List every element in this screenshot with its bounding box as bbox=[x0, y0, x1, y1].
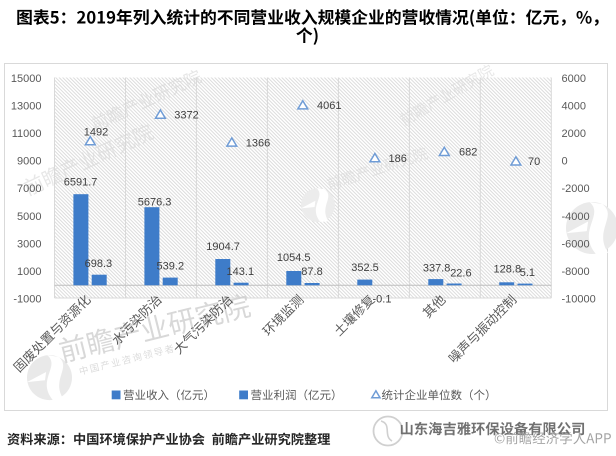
svg-text:682: 682 bbox=[459, 147, 477, 159]
svg-text:698.3: 698.3 bbox=[85, 258, 113, 270]
svg-text:-8000: -8000 bbox=[562, 266, 590, 278]
svg-text:9000: 9000 bbox=[17, 156, 41, 168]
svg-text:13000: 13000 bbox=[11, 101, 42, 113]
svg-text:6591.7: 6591.7 bbox=[64, 176, 98, 188]
svg-text:337.8: 337.8 bbox=[423, 263, 451, 275]
svg-text:5000: 5000 bbox=[17, 211, 41, 223]
svg-text:352.5: 352.5 bbox=[351, 262, 379, 274]
svg-text:11000: 11000 bbox=[12, 128, 42, 140]
svg-text:3000: 3000 bbox=[17, 238, 41, 250]
svg-text:6000: 6000 bbox=[562, 73, 586, 85]
svg-text:186: 186 bbox=[389, 153, 407, 165]
svg-text:7000: 7000 bbox=[17, 183, 41, 195]
svg-text:1366: 1366 bbox=[246, 137, 270, 149]
svg-text:2000: 2000 bbox=[562, 128, 586, 140]
svg-text:70: 70 bbox=[528, 156, 540, 168]
svg-text:5676.3: 5676.3 bbox=[138, 197, 172, 209]
svg-text:-6000: -6000 bbox=[562, 238, 590, 250]
svg-text:15000: 15000 bbox=[11, 73, 42, 85]
svg-text:87.8: 87.8 bbox=[301, 266, 322, 278]
svg-text:128.8: 128.8 bbox=[494, 263, 522, 275]
svg-text:-0.1: -0.1 bbox=[373, 294, 392, 306]
svg-text:0: 0 bbox=[562, 156, 568, 168]
svg-text:1492: 1492 bbox=[84, 126, 108, 138]
svg-text:-2000: -2000 bbox=[562, 183, 590, 195]
svg-text:4061: 4061 bbox=[317, 100, 341, 112]
svg-text:3372: 3372 bbox=[174, 109, 198, 121]
svg-text:143.1: 143.1 bbox=[227, 266, 255, 278]
svg-text:1904.7: 1904.7 bbox=[206, 241, 240, 253]
svg-text:1000: 1000 bbox=[17, 266, 41, 278]
svg-text:539.2: 539.2 bbox=[157, 260, 185, 272]
svg-text:5.1: 5.1 bbox=[520, 267, 535, 279]
svg-text:-4000: -4000 bbox=[562, 211, 590, 223]
svg-text:-1000: -1000 bbox=[13, 294, 41, 306]
svg-text:22.6: 22.6 bbox=[450, 268, 471, 280]
svg-text:1054.5: 1054.5 bbox=[277, 252, 311, 264]
svg-text:-10000: -10000 bbox=[562, 294, 596, 306]
svg-text:4000: 4000 bbox=[562, 101, 586, 113]
